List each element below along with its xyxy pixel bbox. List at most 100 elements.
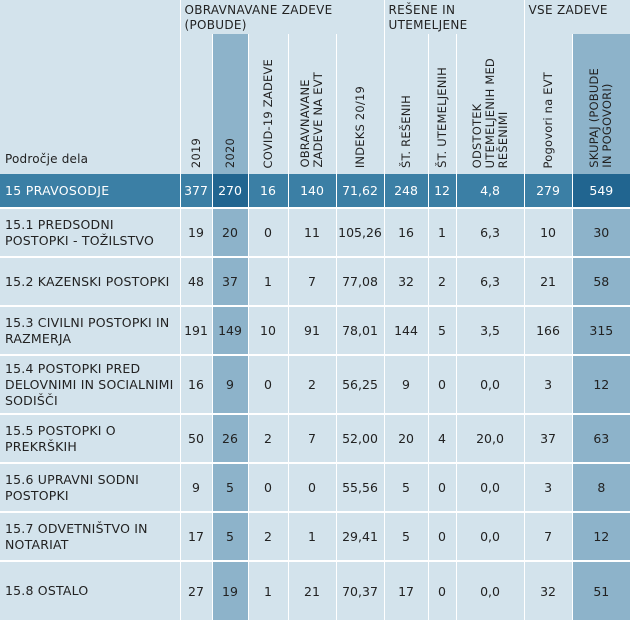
table-cell: 21	[523, 256, 573, 306]
group-header-obravnavane: OBRAVNAVANE ZADEVE (POBUDE)	[179, 0, 385, 34]
table-cell: 51	[571, 560, 630, 620]
table-cell: 26	[211, 413, 248, 463]
table-cell: 0	[427, 354, 457, 414]
column-header-area: Področje dela	[0, 34, 180, 174]
table-cell: 0	[287, 462, 336, 512]
table-cell: 0	[427, 462, 457, 512]
table-cell: 0	[247, 462, 288, 512]
row-name: 15.6 UPRAVNI SODNI POSTOPKI	[0, 462, 180, 512]
table-cell: 5	[211, 462, 248, 512]
summary-cell: 248	[383, 174, 429, 208]
table-cell: 4	[427, 413, 457, 463]
column-header-pogovori: Pogovori na EVT	[523, 34, 573, 174]
summary-cell: 16	[247, 174, 288, 208]
summary-cell: 12	[427, 174, 457, 208]
table-cell: 19	[179, 207, 212, 257]
column-header-utemeljenih-label: ŠT. UTEMELJENIH	[434, 67, 449, 168]
table-cell: 7	[523, 511, 573, 561]
summary-cell: 4,8	[455, 174, 525, 208]
table-cell: 12	[571, 511, 630, 561]
table-cell: 21	[287, 560, 336, 620]
table-row: 15.6 UPRAVNI SODNI POSTOPKI 9 5 0 0 55,5…	[0, 462, 630, 512]
table-cell: 50	[179, 413, 212, 463]
table-cell: 20,0	[455, 413, 525, 463]
column-header-covid: COVID-19 ZADEVE	[247, 34, 288, 174]
table-cell: 2	[287, 354, 336, 414]
data-rows: 15.1 PREDSODNI POSTOPKI - TOŽILSTVO 19 2…	[0, 207, 630, 620]
table-cell: 56,25	[335, 354, 385, 414]
table-cell: 30	[571, 207, 630, 257]
row-name: 15.8 OSTALO	[0, 560, 180, 620]
table-cell: 29,41	[335, 511, 385, 561]
summary-name: 15 PRAVOSODJE	[0, 174, 180, 208]
table-cell: 52,00	[335, 413, 385, 463]
group-header-row: OBRAVNAVANE ZADEVE (POBUDE) REŠENE IN UT…	[0, 0, 630, 34]
column-header-utemeljenih: ŠT. UTEMELJENIH	[427, 34, 457, 174]
table-cell: 7	[287, 256, 336, 306]
table-cell: 17	[383, 560, 429, 620]
column-header-evt-label: OBRAVNAVANE ZADEVE NA EVT	[298, 72, 325, 168]
table-cell: 58	[571, 256, 630, 306]
table-cell: 5	[383, 511, 429, 561]
column-header-index-label: INDEKS 20/19	[352, 85, 367, 168]
column-header-index: INDEKS 20/19	[335, 34, 385, 174]
table-row: 15.7 ODVETNIŠTVO IN NOTARIAT 17 5 2 1 29…	[0, 511, 630, 561]
group-header-empty	[0, 0, 180, 34]
table-cell: 1	[247, 560, 288, 620]
summary-cell: 549	[571, 174, 630, 208]
table-cell: 191	[179, 305, 212, 355]
column-header-skupaj: SKUPAJ (POBUDE IN POGOVORI)	[571, 34, 630, 174]
table-cell: 16	[383, 207, 429, 257]
table-cell: 63	[571, 413, 630, 463]
table-cell: 32	[523, 560, 573, 620]
table-cell: 0,0	[455, 354, 525, 414]
column-header-2020: 2020	[211, 34, 248, 174]
table-cell: 149	[211, 305, 248, 355]
summary-cell: 270	[211, 174, 248, 208]
table-cell: 48	[179, 256, 212, 306]
column-header-odstotek: ODSTOTEK UTEMELJENIH MED REŠENIMI	[455, 34, 525, 174]
table-cell: 78,01	[335, 305, 385, 355]
table-cell: 1	[247, 256, 288, 306]
table-row: 15.3 CIVILNI POSTOPKI IN RAZMERJA 191 14…	[0, 305, 630, 355]
table-cell: 17	[179, 511, 212, 561]
table-cell: 37	[211, 256, 248, 306]
table-cell: 10	[523, 207, 573, 257]
table-cell: 91	[287, 305, 336, 355]
table-cell: 9	[179, 462, 212, 512]
column-header-pogovori-label: Pogovori na EVT	[540, 71, 555, 168]
table-cell: 12	[571, 354, 630, 414]
table-cell: 11	[287, 207, 336, 257]
column-header-row: Področje dela 2019 2020 COVID-19 ZADEVE …	[0, 34, 630, 174]
table-cell: 5	[427, 305, 457, 355]
summary-row: 15 PRAVOSODJE 377 270 16 140 71,62 248 1…	[0, 174, 630, 208]
table-row: 15.5 POSTOPKI O PREKRŠKIH 50 26 2 7 52,0…	[0, 413, 630, 463]
table-cell: 27	[179, 560, 212, 620]
table-cell: 0,0	[455, 511, 525, 561]
table-cell: 0	[427, 560, 457, 620]
column-header-evt: OBRAVNAVANE ZADEVE NA EVT	[287, 34, 336, 174]
table-cell: 0	[427, 511, 457, 561]
row-name: 15.2 KAZENSKI POSTOPKI	[0, 256, 180, 306]
column-header-2019: 2019	[179, 34, 212, 174]
table-cell: 166	[523, 305, 573, 355]
table-cell: 1	[287, 511, 336, 561]
table-row: 15.4 POSTOPKI PRED DELOVNIMI IN SOCIALNI…	[0, 354, 630, 414]
summary-cell: 279	[523, 174, 573, 208]
table-cell: 144	[383, 305, 429, 355]
summary-cell: 71,62	[335, 174, 385, 208]
table-cell: 2	[247, 413, 288, 463]
row-name: 15.1 PREDSODNI POSTOPKI - TOŽILSTVO	[0, 207, 180, 257]
table-row: 15.1 PREDSODNI POSTOPKI - TOŽILSTVO 19 2…	[0, 207, 630, 257]
table-cell: 6,3	[455, 207, 525, 257]
table-cell: 19	[211, 560, 248, 620]
table-cell: 37	[523, 413, 573, 463]
table-cell: 315	[571, 305, 630, 355]
table-cell: 55,56	[335, 462, 385, 512]
column-header-resenih-label: ŠT. REŠENIH	[398, 95, 413, 168]
group-header-vse: VSE ZADEVE	[523, 0, 630, 34]
table-cell: 2	[247, 511, 288, 561]
column-header-2019-label: 2019	[188, 137, 203, 168]
table-cell: 10	[247, 305, 288, 355]
